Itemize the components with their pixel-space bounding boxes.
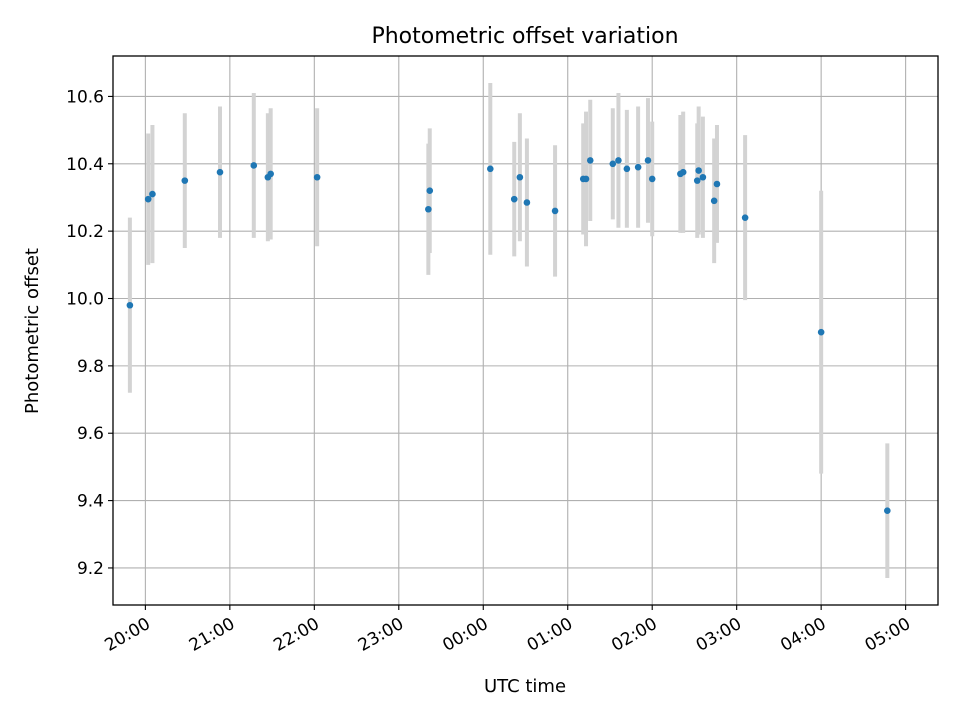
- y-tick-label: 10.0: [66, 290, 104, 310]
- data-point: [510, 195, 518, 203]
- data-point: [699, 173, 707, 181]
- data-point: [149, 190, 156, 198]
- data-point: [551, 207, 559, 215]
- data-point: [181, 177, 189, 184]
- y-tick-label: 10.6: [66, 87, 104, 107]
- data-point: [693, 177, 701, 184]
- data-point: [267, 170, 274, 178]
- data-point: [516, 173, 524, 181]
- data-point: [741, 214, 749, 221]
- y-tick-label: 9.6: [77, 424, 104, 444]
- data-point: [644, 157, 652, 164]
- data-point: [144, 195, 152, 203]
- data-point: [817, 328, 825, 336]
- data-point: [487, 165, 494, 173]
- y-tick-label: 10.2: [66, 222, 104, 242]
- data-point: [679, 168, 687, 176]
- data-point: [586, 157, 594, 164]
- data-point: [425, 205, 432, 213]
- x-axis-label: UTC time: [484, 676, 566, 697]
- data-point: [695, 167, 702, 174]
- data-point: [523, 199, 531, 206]
- data-point: [216, 168, 224, 176]
- data-point: [126, 301, 134, 309]
- data-point: [710, 197, 718, 205]
- data-point: [609, 160, 617, 168]
- plot-frame: [112, 55, 939, 606]
- data-point: [582, 175, 590, 183]
- data-point: [313, 173, 321, 181]
- y-tick-label: 9.2: [77, 559, 104, 579]
- data-point: [713, 180, 721, 188]
- y-tick-label: 10.4: [66, 155, 104, 175]
- y-axis-label: Photometric offset: [22, 248, 43, 414]
- y-tick-label: 9.8: [77, 357, 104, 377]
- data-point: [623, 165, 631, 173]
- data-point: [615, 157, 622, 164]
- y-tick-label: 9.4: [77, 492, 104, 512]
- data-point: [884, 507, 891, 514]
- data-point: [250, 162, 258, 169]
- data-point: [648, 175, 656, 183]
- data-point: [634, 163, 642, 171]
- data-point: [426, 187, 434, 195]
- chart-title: Photometric offset variation: [371, 24, 678, 49]
- data-points: [126, 157, 891, 514]
